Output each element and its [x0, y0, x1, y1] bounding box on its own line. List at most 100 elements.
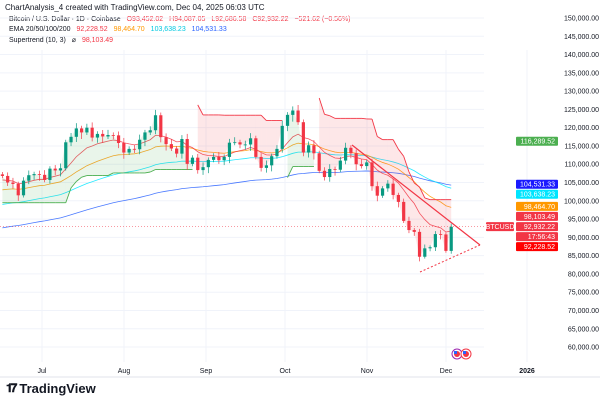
empty-set-icon: ⌀	[71, 37, 76, 44]
price-label: 92,932.22	[516, 222, 558, 232]
price-label-bg	[516, 232, 558, 242]
supertrend-fill	[408, 171, 415, 232]
ema50-value: 98,464.70	[113, 26, 145, 33]
ema20-value: 92,228.52	[76, 26, 108, 33]
supertrend-fill	[435, 199, 441, 235]
price-label: 104,531.33	[516, 179, 558, 189]
candle-body	[396, 194, 400, 202]
candle-body	[138, 139, 142, 150]
candle-body	[243, 144, 247, 146]
supertrend-fill	[240, 115, 246, 145]
supertrend-line	[424, 197, 431, 201]
x-tick-label: Nov	[361, 368, 374, 375]
us-flag-canton	[463, 351, 466, 354]
supertrend-fill	[203, 114, 209, 168]
candle-body	[338, 160, 342, 170]
candle-body	[32, 174, 36, 176]
supertrend-fill	[2, 175, 8, 203]
supertrend-value: 98,103.49	[81, 37, 114, 44]
supertrend-line	[287, 166, 294, 178]
supertrend-legend[interactable]: Supertrend (10, 3) ⌀ 98,103.49	[9, 36, 117, 44]
candle-body	[359, 164, 364, 167]
price-label: 103,638.23	[516, 189, 558, 199]
candle-body	[69, 136, 73, 143]
candle-body	[106, 134, 110, 137]
candle-body	[307, 145, 311, 153]
candle-body	[301, 122, 305, 153]
candle-body	[433, 234, 437, 248]
candle-body	[37, 174, 41, 175]
candle-body	[48, 168, 52, 180]
x-tick-label: 2026	[519, 368, 535, 375]
supertrend-line	[419, 186, 426, 199]
candle-body	[296, 110, 300, 123]
candle-body	[148, 130, 152, 133]
candle-body	[428, 247, 432, 249]
ema-legend[interactable]: EMA 20/50/100/200 92,228.52 98,464.70 10…	[9, 26, 231, 33]
price-label-text: 98,464.70	[524, 204, 555, 211]
candle-body	[101, 133, 105, 137]
candle-body	[412, 230, 416, 232]
price-label: 98,103.49	[516, 211, 558, 221]
supertrend-fill	[171, 148, 177, 170]
supertrend-fill	[229, 115, 235, 143]
candle-body	[212, 156, 216, 160]
supertrend-fill	[266, 120, 272, 166]
symbol-legend[interactable]: Bitcoin / U.S. Dollar · 1D · Coinbase O9…	[9, 16, 355, 23]
price-label-bg	[516, 189, 558, 199]
supertrend-line	[107, 172, 114, 176]
supertrend-line	[70, 181, 77, 189]
candle-body	[375, 186, 379, 196]
x-tick-label: Oct	[280, 368, 291, 375]
candle-body	[254, 138, 258, 157]
candle-body	[248, 138, 253, 145]
supertrend-line	[371, 118, 378, 137]
economic-event-icon	[460, 348, 472, 360]
candle-body	[217, 156, 221, 161]
candle-body	[132, 148, 136, 150]
price-label-text: 116,289.52	[520, 139, 555, 146]
y-tick-label: 125,000.00	[564, 107, 599, 114]
supertrend-line	[76, 176, 82, 182]
price-label-text: 104,531.33	[520, 182, 555, 189]
supertrend-fill	[160, 137, 167, 170]
ema20-line	[2, 133, 452, 233]
candle-body	[227, 142, 232, 157]
candle-body	[333, 168, 337, 170]
x-tick-label: Sep	[200, 368, 213, 375]
price-label-text: 17:56:43	[528, 234, 555, 241]
candle-body	[328, 168, 332, 178]
candle-body	[58, 168, 63, 171]
candle-body	[386, 183, 390, 189]
price-label-bg	[516, 201, 558, 211]
supertrend-fill	[12, 183, 19, 203]
supertrend-line	[329, 115, 336, 119]
chart-caption: ChartAnalysis_4 created with TradingView…	[5, 3, 265, 12]
low-value: L92,686.58	[211, 16, 247, 23]
price-label-bg	[516, 136, 558, 146]
supertrend-fill	[86, 127, 93, 176]
us-flag-canton	[454, 351, 457, 354]
y-tick-label: 75,000.00	[568, 290, 599, 297]
candle-body	[164, 137, 168, 145]
candle-body	[111, 134, 115, 136]
y-tick-label: 150,000.00	[564, 16, 599, 23]
y-tick-label: 130,000.00	[564, 89, 599, 96]
candle-body	[423, 248, 427, 257]
price-label-text: 92,228.52	[524, 244, 555, 251]
supertrend-fill	[123, 148, 130, 173]
candle-body	[317, 153, 321, 171]
symbol-name: Bitcoin / U.S. Dollar · 1D · Coinbase	[9, 16, 121, 23]
y-tick-label: 145,000.00	[564, 34, 599, 41]
candle-body	[259, 156, 263, 168]
supertrend-fill	[71, 128, 77, 188]
supertrend-fill	[271, 120, 277, 157]
candle-body	[143, 132, 147, 140]
candle-body	[43, 174, 47, 180]
supertrend-fill	[292, 110, 299, 167]
candle-body	[95, 133, 100, 138]
supertrend-line	[65, 187, 72, 203]
candle-body	[291, 110, 295, 115]
candle-body	[275, 148, 279, 157]
